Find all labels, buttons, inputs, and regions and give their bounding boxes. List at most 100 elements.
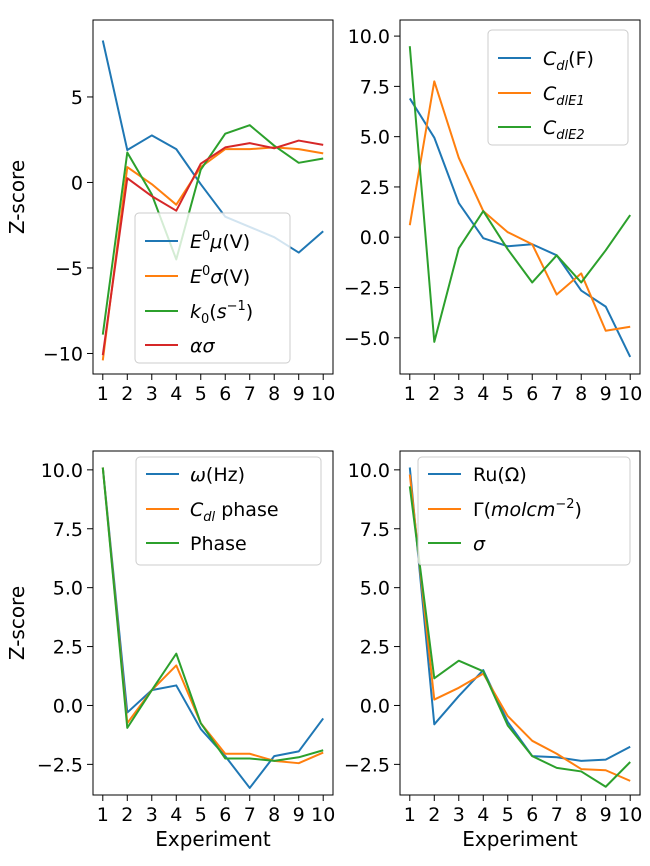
panel-3-legend: ω(Hz) Cdl phase Phase (135, 456, 322, 566)
panel-1-x-tick-label: 6 (219, 383, 231, 405)
panel-2-series-line-2 (408, 80, 631, 332)
legend-label-cdle1: CdlE1 (543, 83, 585, 109)
panel-2-legend: Cdl(F) CdlE1 CdlE2 (487, 29, 629, 146)
legend-item-k0: k0(s−1) (145, 299, 253, 327)
legend-label-alpha-sigma: ασ (190, 335, 216, 357)
panel-1-y-tick-label: 5 (71, 87, 83, 109)
panel-3-y-tick-label: −2.5 (37, 754, 83, 776)
panel-1-x-tick-label: 3 (146, 383, 158, 405)
panel-1-x-tick-label: 8 (268, 383, 280, 405)
panel-3-x-tick-label: 1 (97, 804, 109, 826)
panel-1-y-axis-label: Z-score (5, 160, 29, 234)
panel-2-x-tick-label: 3 (453, 383, 465, 405)
panel-4-y-ticks: 10.0 7.5 5.0 2.5 0.0 −2.5 (344, 460, 400, 776)
panel-3-y-tick-label: 5.0 (53, 578, 83, 600)
panel-3-series-line-1 (101, 467, 325, 789)
panel-1-y-tick-label: −10 (43, 343, 83, 365)
panel-3-series-group (101, 467, 325, 789)
legend-item-omega: ω(Hz) (146, 464, 245, 486)
legend-item-cdle2: CdlE2 (498, 117, 585, 143)
panel-1-x-tick-label: 9 (293, 383, 305, 405)
legend-item-gamma: Γ(molcm−2) (428, 497, 582, 521)
panel-4-x-tick-label: 9 (600, 804, 612, 826)
panel-4-x-tick-label: 2 (428, 804, 440, 826)
legend-item-cdl-f: Cdl(F) (498, 48, 594, 74)
panel-1-x-tick-label: 10 (311, 383, 335, 405)
legend-label-e0-mu: E0μ(V) (190, 229, 250, 253)
legend-item-alpha-sigma: ασ (145, 335, 216, 357)
panel-4-x-tick-label: 4 (477, 804, 489, 826)
panel-4-x-tick-label: 6 (526, 804, 538, 826)
legend-label-cdle2: CdlE2 (543, 117, 585, 143)
panel-2-x-tick-label: 1 (404, 383, 416, 405)
panel-3-series-line-2 (101, 467, 324, 765)
panel-1-x-tick-label: 4 (170, 383, 182, 405)
legend-item-cdl-phase: Cdl phase (146, 499, 279, 525)
legend-item-sigma: σ (428, 533, 486, 555)
panel-2: 10.0 7.5 5.0 2.5 0.0 −2.5 −5.0 1 2 3 4 5 6 7 8 9 10 Cdl… (344, 19, 642, 405)
panel-1-x-ticks: 1 2 3 4 5 6 7 8 9 10 (97, 374, 335, 405)
panel-4-y-tick-label: 10.0 (348, 460, 390, 482)
legend-label-cdl-f: Cdl(F) (543, 48, 594, 74)
panel-1-series-line-2 (101, 146, 324, 361)
panel-4-x-tick-label: 5 (502, 804, 514, 826)
panel-3-x-tick-label: 10 (311, 804, 335, 826)
legend-label-phase: Phase (190, 533, 247, 555)
panel-2-y-tick-label: 2.5 (360, 177, 390, 199)
panel-3-y-tick-label: 7.5 (53, 519, 83, 541)
panel-1: 50−5−10 1 2 3 4 5 6 7 8 9 10 Z-score E0μ(V) E0σ(V… (5, 19, 335, 405)
panel-1-legend: E0μ(V) E0σ(V) k0(s−1) ασ (134, 212, 291, 364)
panel-2-x-ticks: 1 2 3 4 5 6 7 8 9 10 (404, 374, 642, 405)
panel-4-series-line-2 (408, 474, 631, 782)
panel-2-x-tick-label: 9 (600, 383, 612, 405)
panel-2-series-group (408, 46, 632, 358)
panel-3-x-tick-label: 3 (146, 804, 158, 826)
panel-3-x-tick-label: 4 (170, 804, 182, 826)
panel-4: 10.0 7.5 5.0 2.5 0.0 −2.5 1 2 3 4 5 6 7 8 9 10 Experim… (344, 450, 642, 851)
panel-4-y-tick-label: 7.5 (360, 519, 390, 541)
panel-4-series-group (408, 467, 631, 788)
panel-4-x-axis-label: Experiment (462, 827, 578, 851)
panel-3-x-tick-label: 8 (268, 804, 280, 826)
panel-2-x-tick-label: 4 (477, 383, 489, 405)
panel-1-x-tick-label: 7 (244, 383, 256, 405)
panel-2-series-line-1 (408, 97, 632, 358)
legend-label-omega: ω(Hz) (190, 464, 245, 486)
panel-4-y-tick-label: 5.0 (360, 578, 390, 600)
panel-3-x-axis-label: Experiment (155, 827, 271, 851)
panel-4-x-tick-label: 8 (575, 804, 587, 826)
panel-2-y-tick-label: 7.5 (360, 76, 390, 98)
panel-4-x-ticks: 1 2 3 4 5 6 7 8 9 10 (404, 795, 642, 826)
panel-1-series-line-4 (101, 139, 324, 356)
panel-2-x-tick-label: 2 (428, 383, 440, 405)
panel-1-y-tick-label: −5 (55, 258, 83, 280)
panel-2-x-tick-label: 8 (575, 383, 587, 405)
legend-label-e0-sigma: E0σ(V) (190, 264, 250, 288)
legend-item-e0-sigma: E0σ(V) (145, 264, 250, 288)
panel-4-x-tick-label: 7 (551, 804, 563, 826)
legend-label-k0: k0(s−1) (190, 299, 253, 327)
panel-3-x-tick-label: 5 (195, 804, 207, 826)
legend-item-ru: Ru(Ω) (428, 464, 527, 486)
panel-2-x-tick-label: 10 (618, 383, 642, 405)
panel-4-y-tick-label: −2.5 (344, 754, 390, 776)
panel-2-y-tick-label: 5.0 (360, 127, 390, 149)
panel-2-y-tick-label: −5.0 (344, 328, 390, 350)
panel-2-y-tick-label: 0.0 (360, 227, 390, 249)
panel-1-y-tick-label: 0 (71, 172, 83, 194)
panel-3-x-tick-label: 9 (293, 804, 305, 826)
panel-2-x-tick-label: 5 (502, 383, 514, 405)
panel-3-y-tick-label: 0.0 (53, 695, 83, 717)
panel-1-x-tick-label: 1 (97, 383, 109, 405)
panel-2-x-tick-label: 6 (526, 383, 538, 405)
panel-3-series-line-3 (101, 467, 324, 762)
panel-1-y-ticks: 5 0 −5 −10 (43, 87, 93, 365)
panel-2-x-tick-label: 7 (551, 383, 563, 405)
legend-label-ru: Ru(Ω) (473, 464, 527, 486)
panel-3-x-tick-label: 6 (219, 804, 231, 826)
panel-3-y-axis-label: Z-score (5, 586, 29, 660)
panel-4-x-tick-label: 3 (453, 804, 465, 826)
panel-3-x-tick-label: 7 (244, 804, 256, 826)
legend-item-phase: Phase (146, 533, 247, 555)
panel-3-y-ticks: 10.0 7.5 5.0 2.5 0.0 −2.5 (37, 460, 93, 776)
